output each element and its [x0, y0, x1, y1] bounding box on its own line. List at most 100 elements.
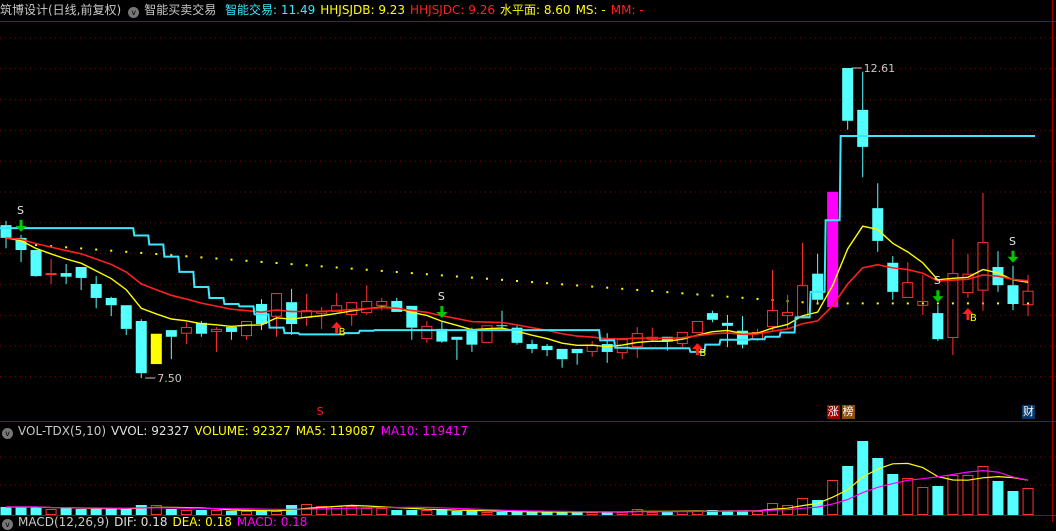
event-badge[interactable]: 财	[1022, 405, 1036, 419]
level-line-dot	[876, 302, 879, 305]
level-line-dot	[200, 256, 203, 259]
sell-arrow-icon	[15, 219, 27, 232]
volume-value: VVOL: 92327	[111, 424, 190, 438]
candle-body	[887, 262, 899, 292]
event-badge[interactable]: 榜	[841, 405, 855, 419]
volume-bar	[271, 511, 283, 515]
candle-body	[376, 300, 388, 306]
volume-dropdown-icon[interactable]: v	[2, 428, 13, 439]
volume-header: v VOL-TDX(5,10) VVOL: 92327 VOLUME: 92327 MA…	[0, 422, 478, 440]
volume-bar	[0, 507, 12, 515]
volume-value: MA10: 119417	[380, 424, 469, 438]
level-line-dot	[125, 250, 128, 253]
volume-bar	[932, 486, 944, 515]
candle-body	[481, 325, 493, 343]
candle-body	[691, 320, 703, 334]
level-line-dot	[290, 263, 293, 266]
volume-bar	[331, 506, 343, 515]
volume-bar	[150, 505, 162, 515]
ma-slow-line	[5, 237, 1029, 340]
level-line-dot	[666, 291, 669, 294]
level-line-dot	[801, 301, 804, 304]
candle-body	[271, 293, 283, 317]
candle-body	[0, 225, 12, 238]
volume-bar	[481, 512, 493, 515]
candle-body	[135, 320, 147, 374]
volume-bar	[736, 511, 748, 515]
level-line-dot	[110, 249, 113, 252]
level-line-dot	[546, 282, 549, 285]
volume-bar	[451, 511, 463, 515]
volume-bar	[902, 478, 914, 515]
volume-bar	[391, 510, 403, 515]
macd-dropdown-icon[interactable]: v	[2, 519, 13, 530]
level-line-dot	[245, 259, 248, 262]
indicator-name[interactable]: 智能买卖交易	[144, 3, 217, 17]
volume-bar	[195, 510, 207, 515]
level-line-dot	[1027, 302, 1030, 305]
level-line-dot	[621, 287, 624, 290]
signal-line	[0, 134, 1036, 353]
candle-body	[180, 327, 192, 334]
volume-indicator-name[interactable]: VOL-TDX(5,10)	[18, 424, 107, 438]
level-line-dot	[846, 302, 849, 305]
level-line-dot	[485, 277, 488, 280]
volume-bar	[586, 512, 598, 515]
volume-bar	[541, 512, 553, 515]
candle-body	[932, 313, 944, 340]
candle-body	[210, 328, 222, 332]
level-line-dot	[140, 251, 143, 254]
event-badge[interactable]: S	[316, 405, 324, 418]
level-line-dot	[35, 244, 38, 247]
volume-bar	[496, 512, 508, 515]
volume-bar	[225, 511, 237, 515]
candle-body	[857, 109, 869, 147]
volume-bar	[436, 510, 448, 515]
candle-body	[120, 305, 132, 329]
volume-bar	[60, 508, 72, 515]
macd-value: MACD: 0.18	[236, 515, 308, 529]
sell-signal-label: S	[438, 290, 445, 303]
indicator-dropdown-icon[interactable]: v	[128, 7, 140, 18]
level-line-dot	[500, 278, 503, 281]
buy-signal-label: B	[970, 313, 977, 324]
volume-bar	[917, 487, 929, 515]
level-line-dot	[591, 285, 594, 288]
candle-body	[827, 191, 839, 308]
candle-body	[1007, 285, 1019, 305]
candle-body	[406, 305, 418, 328]
volume-bar	[361, 508, 373, 515]
level-line-dot	[561, 283, 564, 286]
candle-body	[631, 333, 643, 348]
level-line-dot	[455, 275, 458, 278]
level-line-dot	[230, 258, 233, 261]
candle-body	[556, 348, 568, 360]
sell-signal-label: S	[934, 274, 941, 287]
level-line-dot	[365, 268, 368, 271]
level-line-dot	[921, 302, 924, 305]
candle-body	[436, 328, 448, 342]
macd-value: DIF: 0.18	[114, 515, 168, 529]
candle-body	[782, 311, 794, 317]
event-badge[interactable]: 涨	[826, 405, 840, 419]
volume-value: VOLUME: 92327	[194, 424, 291, 438]
candle-body	[165, 330, 177, 337]
candle-body	[902, 282, 914, 298]
candle-body	[736, 330, 748, 345]
volume-bar	[857, 441, 869, 515]
candle-body	[977, 242, 989, 291]
level-line-dot	[576, 284, 579, 287]
volume-bar	[601, 512, 613, 515]
volume-bar	[661, 512, 673, 515]
buy-arrow-icon	[331, 321, 343, 334]
volume-bar	[45, 509, 57, 515]
volume-bar	[721, 511, 733, 515]
macd-indicator-name[interactable]: MACD(12,26,9)	[18, 515, 110, 529]
candle-body	[90, 283, 102, 298]
candle-body	[15, 237, 27, 251]
sell-arrow-icon	[932, 290, 944, 303]
buy-signal-label: B	[339, 327, 346, 338]
level-line-dot	[966, 302, 969, 305]
volume-bar	[240, 511, 252, 515]
